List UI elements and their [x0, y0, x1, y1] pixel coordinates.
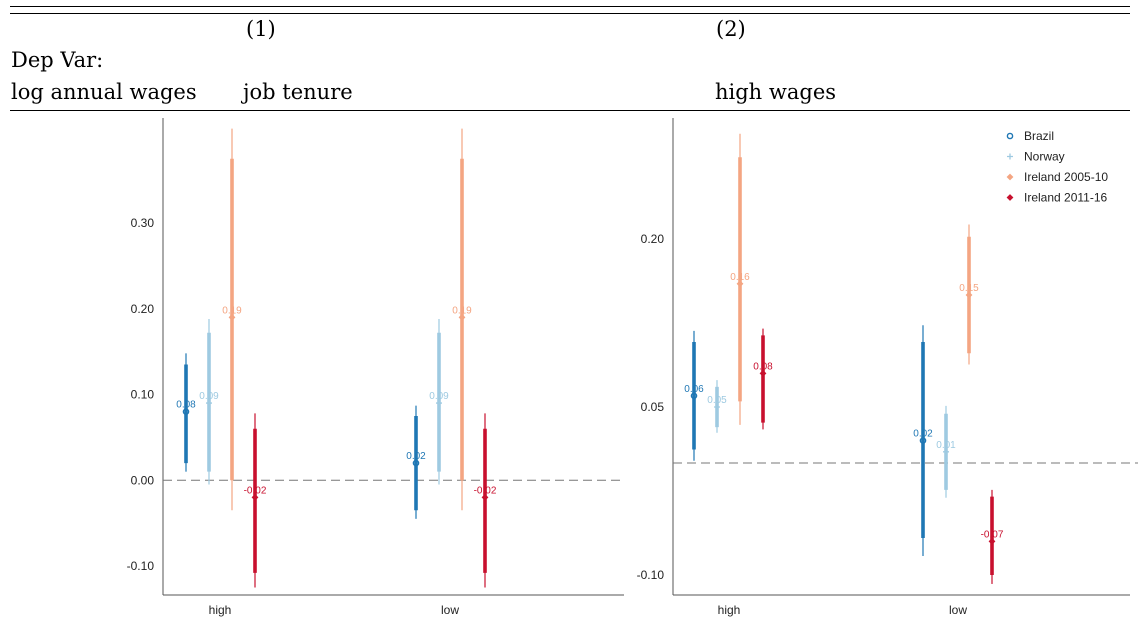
data-label: 0.09	[429, 391, 449, 402]
data-label: 0.19	[452, 305, 472, 316]
legend: Brazil Norway Ireland 2005-10 Ireland 2011-…	[1006, 129, 1108, 205]
data-label: -0.07	[981, 529, 1004, 540]
data-label: 0.08	[176, 400, 196, 411]
point-marker	[182, 408, 190, 415]
column-1-number: (1)	[246, 17, 276, 41]
y-tick-label: 0.00	[131, 473, 155, 487]
legend-marker-diamond	[1006, 173, 1014, 181]
chart-2: 0.20 0.05 -0.10 high low 0.06 0.02 0.05 0.01 0.16…	[637, 118, 1138, 617]
y-tick-label: 0.20	[131, 302, 155, 316]
point-marker	[988, 538, 996, 545]
data-label: 0.15	[959, 283, 979, 294]
y-tick-label: -0.10	[637, 568, 665, 582]
data-label: -0.02	[474, 485, 497, 496]
legend-label: Ireland 2005-10	[1024, 170, 1108, 184]
point-marker	[943, 448, 949, 455]
column-1-label: job tenure	[243, 80, 353, 104]
row-label: log annual wages	[11, 80, 197, 104]
y-tick-label: 0.20	[641, 232, 665, 246]
dep-var-label: Dep Var:	[11, 48, 104, 72]
point-marker	[436, 400, 442, 407]
point-marker	[919, 437, 927, 444]
point-marker	[714, 404, 720, 410]
point-marker	[458, 313, 466, 321]
top-double-rule-1	[10, 6, 1130, 7]
column-2-number: (2)	[716, 17, 746, 41]
y-tick-label: 0.05	[641, 400, 665, 414]
x-tick-label-high: high	[209, 603, 232, 617]
point-marker	[412, 459, 420, 467]
data-label: 0.02	[406, 451, 426, 462]
data-label: 0.06	[684, 384, 704, 395]
point-marker	[965, 291, 973, 299]
data-label: 0.16	[730, 272, 750, 283]
point-marker	[228, 313, 236, 321]
legend-label: Norway	[1024, 150, 1065, 164]
x-tick-label-high: high	[718, 603, 741, 617]
point-marker	[206, 400, 212, 407]
chart-1: 0.30 0.20 0.10 0.00 -0.10 high low 0.08 0.02 0.09…	[127, 118, 624, 617]
data-label: 0.09	[199, 391, 219, 402]
column-2-label: high wages	[715, 80, 837, 104]
data-label: 0.02	[913, 429, 933, 440]
y-tick-label: 0.30	[131, 216, 155, 230]
legend-marker-circle	[1006, 132, 1014, 140]
top-double-rule-2	[10, 13, 1130, 14]
data-label: 0.19	[222, 305, 242, 316]
point-marker	[251, 494, 259, 501]
point-marker	[736, 280, 744, 288]
y-tick-label: -0.10	[127, 559, 155, 573]
point-marker	[690, 392, 698, 400]
legend-marker-diamond	[1006, 194, 1014, 201]
point-marker	[759, 370, 767, 377]
data-label: 0.01	[936, 440, 956, 451]
legend-label: Ireland 2011-16	[1024, 191, 1108, 205]
x-tick-label-low: low	[949, 603, 967, 617]
y-tick-label: 0.10	[131, 388, 155, 402]
x-tick-label-low: low	[441, 603, 459, 617]
data-label: 0.08	[753, 361, 773, 372]
legend-label: Brazil	[1024, 129, 1054, 143]
point-marker	[481, 494, 489, 501]
data-label: -0.02	[244, 485, 267, 496]
header-bottom-rule	[10, 110, 1130, 111]
data-label: 0.05	[707, 395, 727, 406]
legend-marker-plus	[1007, 153, 1013, 160]
